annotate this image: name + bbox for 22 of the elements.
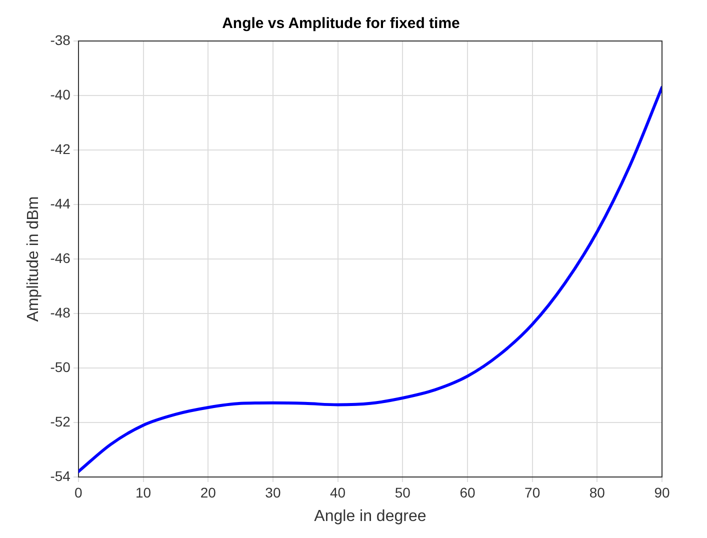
x-tick-label: 60: [460, 484, 476, 500]
y-tick-label: -52: [50, 413, 71, 430]
x-tick-label: 50: [394, 484, 411, 500]
y-tick-label: -50: [50, 358, 71, 375]
x-tick-label: 10: [135, 484, 152, 500]
x-tick-label: 40: [330, 484, 346, 500]
y-tick-label: -40: [50, 86, 71, 102]
y-axis-title: Amplitude in dBm: [25, 196, 42, 322]
x-axis-title: Angle in degree: [314, 508, 426, 525]
chart-title: Angle vs Amplitude for fixed time: [222, 15, 460, 32]
y-tick-label: -48: [50, 304, 71, 320]
x-tick-label: 90: [654, 484, 670, 500]
y-tick-label: -38: [50, 32, 71, 48]
x-tick-label: 30: [265, 484, 281, 500]
x-tick-label: 80: [589, 484, 606, 500]
y-tick-label: -42: [50, 140, 71, 157]
x-tick-label: 20: [200, 484, 216, 500]
y-tick-label: -46: [50, 250, 71, 266]
x-tick-label: 70: [524, 484, 540, 500]
x-tick-label: 0: [74, 484, 83, 500]
y-tick-label: -54: [50, 468, 71, 484]
y-tick-label: -44: [50, 195, 71, 212]
